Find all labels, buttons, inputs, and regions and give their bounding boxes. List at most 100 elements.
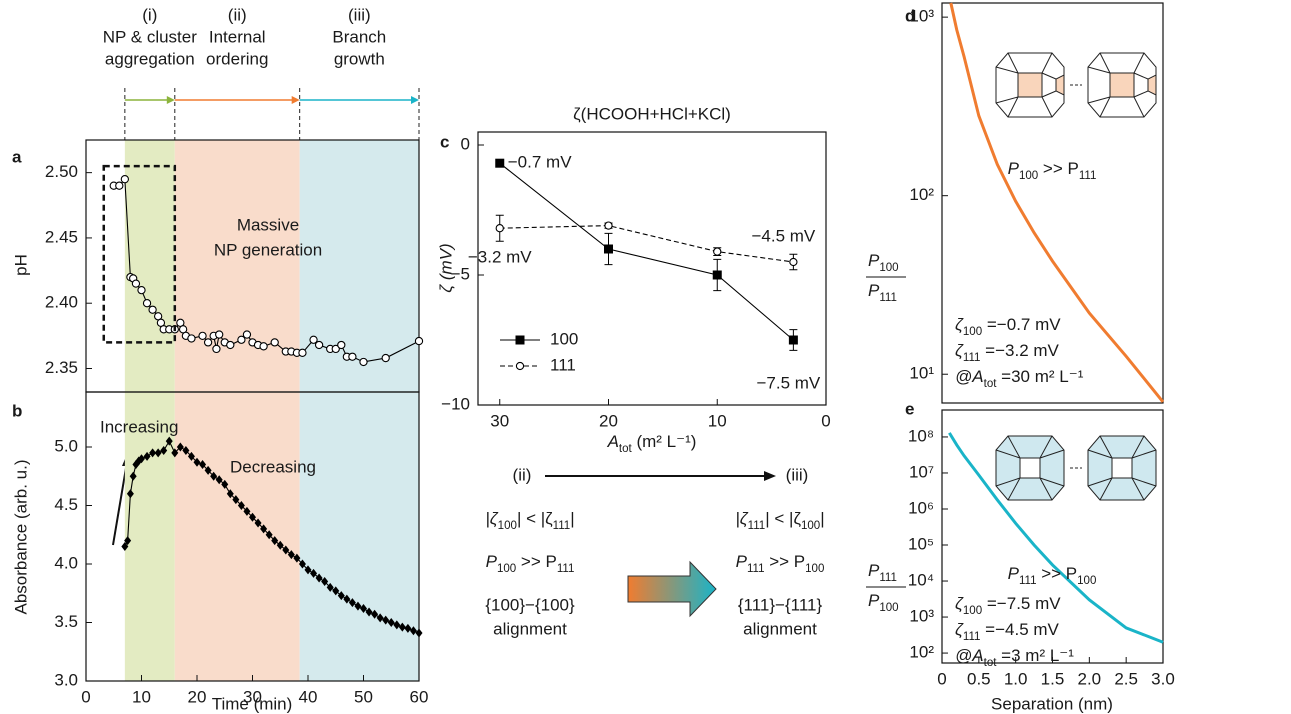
series-line bbox=[499, 225, 794, 263]
marker bbox=[326, 582, 334, 592]
phase-shade bbox=[299, 140, 419, 681]
marker bbox=[381, 353, 390, 363]
phase-label: aggregation bbox=[105, 49, 195, 68]
y-tick-label: 4.5 bbox=[54, 495, 78, 514]
subscript: tot bbox=[619, 443, 633, 455]
marker bbox=[604, 244, 613, 254]
marker bbox=[215, 330, 224, 339]
phase-label: Branch bbox=[332, 27, 386, 46]
phase-shade bbox=[174, 140, 300, 681]
phase-label: growth bbox=[334, 49, 385, 68]
y-tick-label: 0 bbox=[461, 134, 470, 153]
y-tick-label: 10¹ bbox=[909, 364, 934, 383]
subscript: 111 bbox=[879, 572, 897, 584]
marker bbox=[393, 620, 401, 630]
subscript: 100 bbox=[1019, 170, 1038, 182]
plot-frame bbox=[477, 131, 827, 406]
plot-frame bbox=[941, 2, 1164, 404]
x-tick-label: 30 bbox=[243, 687, 262, 706]
marker bbox=[210, 471, 218, 481]
y-tick-label: 3.5 bbox=[54, 612, 78, 631]
marker bbox=[387, 617, 395, 627]
marker bbox=[409, 626, 417, 636]
text-part: @A bbox=[955, 367, 984, 386]
panel-a-icons bbox=[995, 52, 1157, 501]
increasing-arrow bbox=[112, 461, 128, 546]
y-tick-label: −10 bbox=[441, 394, 470, 413]
x-tick-label: 0 bbox=[81, 687, 90, 706]
subscript: 100 bbox=[497, 563, 516, 575]
marker bbox=[348, 352, 357, 361]
marker bbox=[309, 335, 318, 344]
subscript: 100 bbox=[879, 262, 898, 274]
marker bbox=[182, 446, 190, 456]
marker bbox=[414, 336, 424, 346]
marker bbox=[712, 270, 722, 280]
marker bbox=[232, 495, 240, 505]
marker bbox=[129, 471, 137, 481]
text-part: |ζ bbox=[485, 509, 498, 528]
marker bbox=[713, 247, 722, 256]
marker bbox=[126, 489, 134, 499]
text-part: =−3.2 mV bbox=[980, 341, 1059, 360]
subscript: 111 bbox=[748, 520, 766, 532]
marker bbox=[176, 442, 184, 452]
phase-label: ordering bbox=[206, 49, 268, 68]
polyhedron-icon bbox=[1087, 52, 1157, 118]
alignment-label: alignment bbox=[493, 619, 567, 638]
y-tick-label: −5 bbox=[451, 264, 470, 283]
rich-text: ζ111 =−3.2 mV bbox=[955, 341, 1060, 364]
marker bbox=[143, 451, 151, 461]
marker bbox=[271, 536, 279, 546]
marker bbox=[382, 615, 390, 625]
marker bbox=[270, 338, 279, 347]
subscript: 111 bbox=[1079, 170, 1097, 182]
rich-text: ζ100 =−0.7 mV bbox=[955, 315, 1061, 338]
marker bbox=[265, 530, 273, 540]
x-tick-label: 20 bbox=[188, 687, 207, 706]
phase-shade bbox=[124, 140, 175, 681]
scheme-arrows bbox=[545, 471, 776, 618]
y-axis-label: pH bbox=[11, 254, 30, 276]
marker bbox=[331, 344, 340, 354]
text-part: A bbox=[607, 432, 619, 451]
marker bbox=[314, 340, 324, 350]
annotation: Decreasing bbox=[230, 457, 316, 476]
rich-text: P111 >> P100 bbox=[736, 552, 825, 575]
marker bbox=[337, 340, 346, 350]
text-part: ζ bbox=[955, 341, 964, 360]
annotation: Massive bbox=[237, 215, 299, 234]
rich-text: ζ111 =−4.5 mV bbox=[955, 620, 1060, 643]
marker bbox=[199, 460, 207, 470]
y-tick-label: 10⁷ bbox=[909, 462, 934, 481]
text-part: P bbox=[1008, 564, 1020, 583]
y-tick-label: 2.40 bbox=[45, 293, 78, 312]
rich-text: |ζ100| < |ζ111| bbox=[485, 509, 574, 532]
y-tick-label: 2.45 bbox=[45, 227, 78, 246]
marker bbox=[293, 553, 301, 563]
marker bbox=[237, 335, 246, 344]
text-part: | bbox=[820, 509, 824, 528]
subscript: 111 bbox=[963, 352, 981, 364]
panel-letter: e bbox=[905, 399, 914, 418]
arrow-head bbox=[764, 471, 776, 481]
series-line bbox=[499, 162, 794, 341]
text-part: P bbox=[868, 281, 880, 300]
x-tick-label: 10 bbox=[708, 411, 727, 430]
subscript: 111 bbox=[553, 520, 571, 532]
marker bbox=[371, 609, 379, 619]
phase-label: (ii) bbox=[228, 5, 247, 24]
rich-text: P100 >> P111 bbox=[1008, 159, 1097, 182]
marker bbox=[215, 475, 223, 485]
y-tick-label: 2.35 bbox=[45, 358, 78, 377]
subscript: 100 bbox=[879, 602, 898, 614]
subscript: tot bbox=[984, 378, 998, 390]
marker bbox=[337, 591, 345, 601]
phase-label: (iii) bbox=[348, 5, 371, 24]
text-part: >> P bbox=[1037, 564, 1078, 583]
marker bbox=[121, 541, 129, 551]
text-part: =−0.7 mV bbox=[982, 315, 1061, 334]
text-part: P bbox=[1008, 159, 1020, 178]
y-tick-label: 10⁴ bbox=[908, 571, 934, 590]
